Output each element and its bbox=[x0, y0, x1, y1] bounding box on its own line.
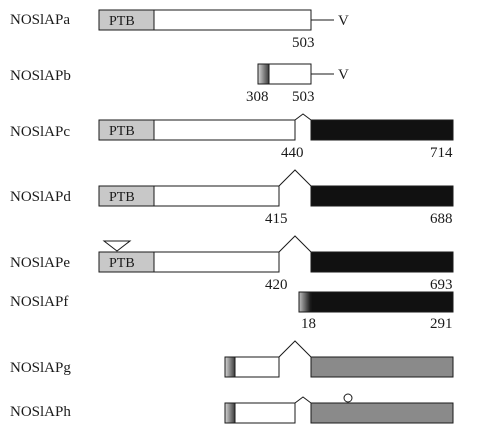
isoform-row-b: NOSlAPb V 308 503 bbox=[10, 63, 349, 105]
end-number-c: 714 bbox=[430, 145, 453, 161]
white-region-e bbox=[153, 251, 280, 273]
isoform-row-a: NOSlAPa PTB V 503 bbox=[10, 9, 349, 51]
isoform-label-g: NOSlAPg bbox=[10, 360, 71, 376]
isoform-label-f: NOSlAPf bbox=[10, 294, 68, 310]
gray-region-g bbox=[310, 356, 454, 378]
end-number-f: 291 bbox=[430, 316, 453, 332]
white-region-g bbox=[234, 356, 280, 378]
isoform-row-e: NOSlAPe PTB 420 693 bbox=[10, 235, 454, 293]
splice-connector-g bbox=[278, 340, 312, 358]
gradient-start-h bbox=[224, 402, 236, 424]
gradient-start-b bbox=[257, 63, 270, 85]
junction-number-c: 440 bbox=[281, 145, 304, 161]
gray-region-h bbox=[310, 402, 454, 424]
end-number-a: 503 bbox=[292, 35, 315, 51]
splice-connector-d bbox=[278, 169, 312, 187]
end-number-b: 503 bbox=[292, 89, 315, 105]
triangle-marker-e bbox=[102, 240, 132, 252]
black-region-c bbox=[310, 119, 454, 141]
junction-number-d: 415 bbox=[265, 211, 288, 227]
black-region-e bbox=[310, 251, 454, 273]
splice-connector-h bbox=[294, 396, 312, 404]
ptb-label-a: PTB bbox=[109, 14, 135, 29]
gradient-start-g bbox=[224, 356, 236, 378]
black-region-f bbox=[310, 291, 454, 313]
white-region-h bbox=[234, 402, 296, 424]
circle-marker-h bbox=[343, 393, 353, 403]
ptb-label-e: PTB bbox=[109, 256, 135, 271]
isoform-label-d: NOSlAPd bbox=[10, 189, 71, 205]
ptb-label-c: PTB bbox=[109, 124, 135, 139]
isoform-label-b: NOSlAPb bbox=[10, 68, 71, 84]
end-number-e: 693 bbox=[430, 277, 453, 293]
splice-connector-c bbox=[294, 113, 312, 121]
start-number-f: 18 bbox=[301, 316, 316, 332]
start-number-b: 308 bbox=[246, 89, 269, 105]
isoform-label-a: NOSlAPa bbox=[10, 12, 70, 28]
tail-label-a: V bbox=[338, 13, 349, 29]
isoform-row-h: NOSlAPh bbox=[10, 393, 454, 424]
ptb-label-d: PTB bbox=[109, 190, 135, 205]
tail-label-b: V bbox=[338, 67, 349, 83]
black-region-d bbox=[310, 185, 454, 207]
isoform-label-h: NOSlAPh bbox=[10, 404, 71, 420]
isoform-row-d: NOSlAPd PTB 415 688 bbox=[10, 169, 454, 227]
isoform-row-g: NOSlAPg bbox=[10, 340, 454, 378]
isoform-row-f: NOSlAPf 18 291 bbox=[10, 291, 454, 332]
isoform-row-c: NOSlAPc PTB 440 714 bbox=[10, 113, 454, 161]
splice-connector-e bbox=[278, 235, 312, 253]
end-number-d: 688 bbox=[430, 211, 453, 227]
isoform-label-e: NOSlAPe bbox=[10, 255, 70, 271]
white-region-a bbox=[153, 9, 312, 31]
gradient-start-f bbox=[298, 291, 312, 313]
white-region-c bbox=[153, 119, 296, 141]
white-region-d bbox=[153, 185, 280, 207]
white-region-b bbox=[268, 63, 312, 85]
isoform-label-c: NOSlAPc bbox=[10, 124, 70, 140]
junction-number-e: 420 bbox=[265, 277, 288, 293]
